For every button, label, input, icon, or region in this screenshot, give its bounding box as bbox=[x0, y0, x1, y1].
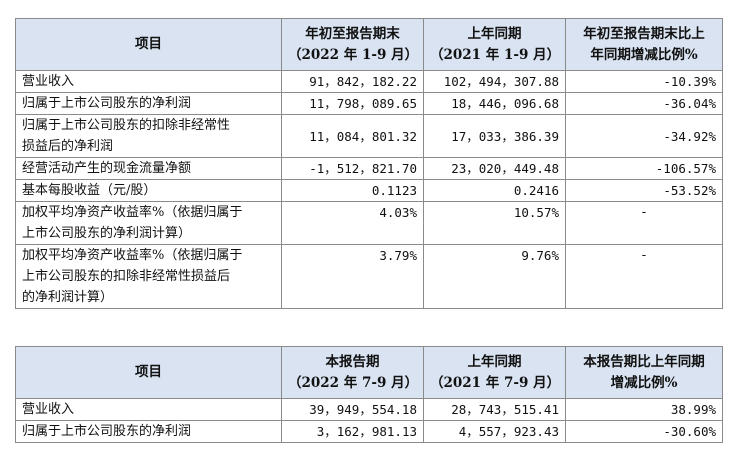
row-label: 归属于上市公司股东的扣除非经常性 损益后的净利润 bbox=[15, 114, 282, 158]
value-prior: 10.57% bbox=[423, 201, 566, 245]
value-prior: 0.2416 bbox=[423, 179, 566, 202]
value-current: 3，162，981.13 bbox=[281, 420, 424, 443]
table-row: 归属于上市公司股东的净利润 3，162，981.13 4，557，923.43 … bbox=[15, 420, 723, 443]
value-ytd: 91，842，182.22 bbox=[281, 70, 424, 93]
value-prior: 28，743，515.41 bbox=[423, 398, 566, 421]
value-prior: 18，446，096.68 bbox=[423, 92, 566, 115]
value-change: - bbox=[565, 244, 723, 309]
row-label: 基本每股收益（元/股） bbox=[15, 179, 282, 202]
value-change: -106.57% bbox=[565, 157, 723, 180]
value-ytd: 3.79% bbox=[281, 244, 424, 309]
table-row: 基本每股收益（元/股） 0.1123 0.2416 -53.52% bbox=[15, 179, 723, 202]
value-change: - bbox=[565, 201, 723, 245]
table-row: 归属于上市公司股东的扣除非经常性 损益后的净利润 11，084，801.32 17… bbox=[15, 114, 723, 158]
financial-table-quarter: 项目 本报告期 （2022 年 7-9 月） 上年同期 （2021 年 7-9 月）… bbox=[15, 346, 723, 443]
table-row: 营业收入 91，842，182.22 102，494，307.88 -10.39… bbox=[15, 70, 723, 93]
header-change-pct: 本报告期比上年同期 增减比例% bbox=[565, 346, 723, 399]
table-row: 加权平均净资产收益率%（依据归属于 上市公司股东的净利润计算） 4.03% 10.… bbox=[15, 201, 723, 245]
value-prior: 9.76% bbox=[423, 244, 566, 309]
value-prior: 4，557，923.43 bbox=[423, 420, 566, 443]
row-label: 归属于上市公司股东的净利润 bbox=[15, 92, 282, 115]
header-prior-period: 上年同期 （2021 年 1-9 月） bbox=[423, 18, 566, 71]
value-ytd: 11，084，801.32 bbox=[281, 114, 424, 158]
value-change: -30.60% bbox=[565, 420, 723, 443]
table-row: 加权平均净资产收益率%（依据归属于 上市公司股东的扣除非经常性损益后 的净利润计算）… bbox=[15, 244, 723, 309]
header-item: 项目 bbox=[15, 346, 282, 399]
value-ytd: 0.1123 bbox=[281, 179, 424, 202]
value-current: 39，949，554.18 bbox=[281, 398, 424, 421]
value-ytd: 4.03% bbox=[281, 201, 424, 245]
table-row: 经营活动产生的现金流量净额 -1，512，821.70 23，020，449.4… bbox=[15, 157, 723, 180]
row-label: 加权平均净资产收益率%（依据归属于 上市公司股东的扣除非经常性损益后 的净利润计算） bbox=[15, 244, 282, 309]
header-row: 项目 本报告期 （2022 年 7-9 月） 上年同期 （2021 年 7-9 月）… bbox=[15, 346, 723, 399]
table-row: 归属于上市公司股东的净利润 11，798，089.65 18，446，096.6… bbox=[15, 92, 723, 115]
value-prior: 102，494，307.88 bbox=[423, 70, 566, 93]
header-prior-period: 上年同期 （2021 年 7-9 月） bbox=[423, 346, 566, 399]
header-current-period: 本报告期 （2022 年 7-9 月） bbox=[281, 346, 424, 399]
row-label: 加权平均净资产收益率%（依据归属于 上市公司股东的净利润计算） bbox=[15, 201, 282, 245]
value-ytd: -1，512，821.70 bbox=[281, 157, 424, 180]
header-row: 项目 年初至报告期末 （2022 年 1-9 月） 上年同期 （2021 年 1-9… bbox=[15, 18, 723, 71]
header-item: 项目 bbox=[15, 18, 282, 71]
row-label: 经营活动产生的现金流量净额 bbox=[15, 157, 282, 180]
header-ytd-period: 年初至报告期末 （2022 年 1-9 月） bbox=[281, 18, 424, 71]
header-change-pct: 年初至报告期末比上 年同期增减比例% bbox=[565, 18, 723, 71]
financial-table-ytd: 项目 年初至报告期末 （2022 年 1-9 月） 上年同期 （2021 年 1-9… bbox=[15, 18, 723, 309]
row-label: 营业收入 bbox=[15, 398, 282, 421]
value-change: -10.39% bbox=[565, 70, 723, 93]
value-change: -34.92% bbox=[565, 114, 723, 158]
row-label: 归属于上市公司股东的净利润 bbox=[15, 420, 282, 443]
value-change: 38.99% bbox=[565, 398, 723, 421]
value-prior: 23，020，449.48 bbox=[423, 157, 566, 180]
value-ytd: 11，798，089.65 bbox=[281, 92, 424, 115]
table-row: 营业收入 39，949，554.18 28，743，515.41 38.99% bbox=[15, 398, 723, 421]
value-change: -53.52% bbox=[565, 179, 723, 202]
value-prior: 17，033，386.39 bbox=[423, 114, 566, 158]
value-change: -36.04% bbox=[565, 92, 723, 115]
row-label: 营业收入 bbox=[15, 70, 282, 93]
